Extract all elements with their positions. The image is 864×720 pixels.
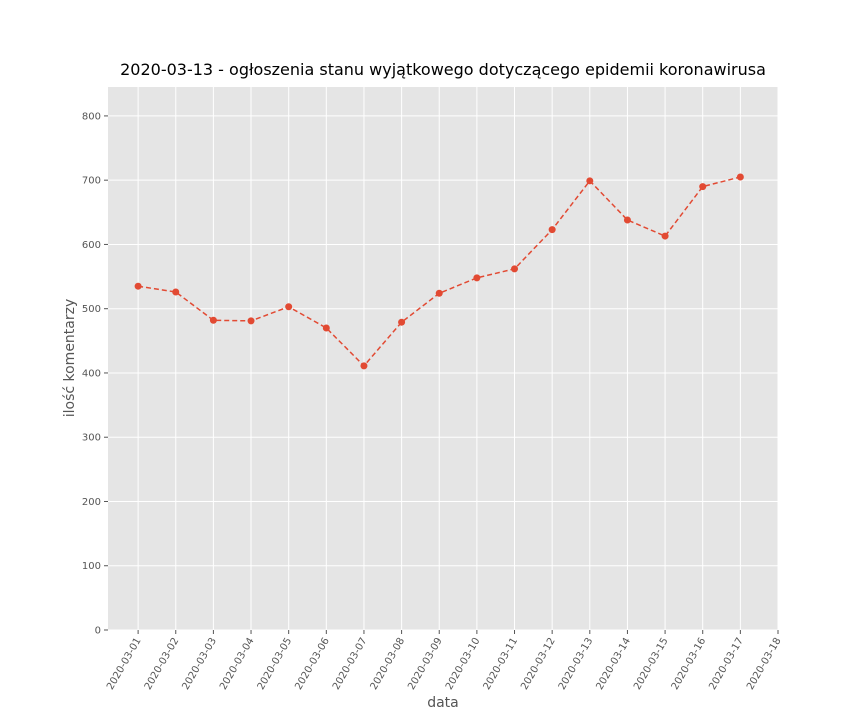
y-axis-label: ilość komentarzy xyxy=(62,299,78,418)
x-tick-label: 2020-03-07 xyxy=(331,636,370,692)
x-tick-label: 2020-03-04 xyxy=(218,636,257,692)
data-point xyxy=(661,232,669,240)
plot-area xyxy=(108,87,778,630)
data-point xyxy=(398,318,406,326)
x-tick-label: 2020-03-01 xyxy=(105,636,144,692)
y-tick-label: 100 xyxy=(82,561,101,572)
x-tick-label: 2020-03-03 xyxy=(180,636,219,692)
y-tick-label: 200 xyxy=(82,497,101,508)
data-point xyxy=(586,177,594,185)
x-tick-label: 2020-03-02 xyxy=(143,636,182,692)
x-tick-label: 2020-03-14 xyxy=(594,636,633,692)
x-tick-label: 2020-03-15 xyxy=(632,636,671,692)
y-tick-label: 500 xyxy=(82,304,101,315)
y-tick-label: 300 xyxy=(82,433,101,444)
data-point xyxy=(473,274,481,282)
x-tick-label: 2020-03-10 xyxy=(444,636,483,692)
data-point xyxy=(623,216,631,224)
data-point xyxy=(285,303,293,311)
x-tick-label: 2020-03-09 xyxy=(406,636,445,692)
data-point xyxy=(247,317,255,325)
data-point xyxy=(360,362,368,370)
x-tick-label: 2020-03-11 xyxy=(482,636,521,692)
data-point xyxy=(209,316,217,324)
data-point xyxy=(435,289,443,297)
x-tick-label: 2020-03-08 xyxy=(369,636,408,692)
x-tick-label: 2020-03-16 xyxy=(670,636,709,692)
data-point xyxy=(172,288,180,296)
x-tick-label: 2020-03-06 xyxy=(293,636,332,692)
x-tick-label: 2020-03-18 xyxy=(745,636,784,692)
x-tick-label: 2020-03-13 xyxy=(557,636,596,692)
y-tick-label: 0 xyxy=(95,626,101,637)
x-axis-label: data xyxy=(427,695,459,711)
data-point xyxy=(322,324,330,332)
y-tick-label: 600 xyxy=(82,240,101,251)
chart-title: 2020-03-13 - ogłoszenia stanu wyjątkoweg… xyxy=(120,60,766,79)
data-point xyxy=(548,226,556,234)
data-point xyxy=(511,265,519,273)
data-point xyxy=(699,183,707,191)
x-tick-label: 2020-03-05 xyxy=(256,636,295,692)
data-point xyxy=(736,173,744,181)
y-tick-label: 400 xyxy=(82,368,101,379)
x-tick-label: 2020-03-17 xyxy=(707,636,746,692)
y-tick-label: 800 xyxy=(82,111,101,122)
y-tick-label: 700 xyxy=(82,176,101,187)
x-tick-label: 2020-03-12 xyxy=(519,636,558,692)
data-point xyxy=(134,282,142,290)
